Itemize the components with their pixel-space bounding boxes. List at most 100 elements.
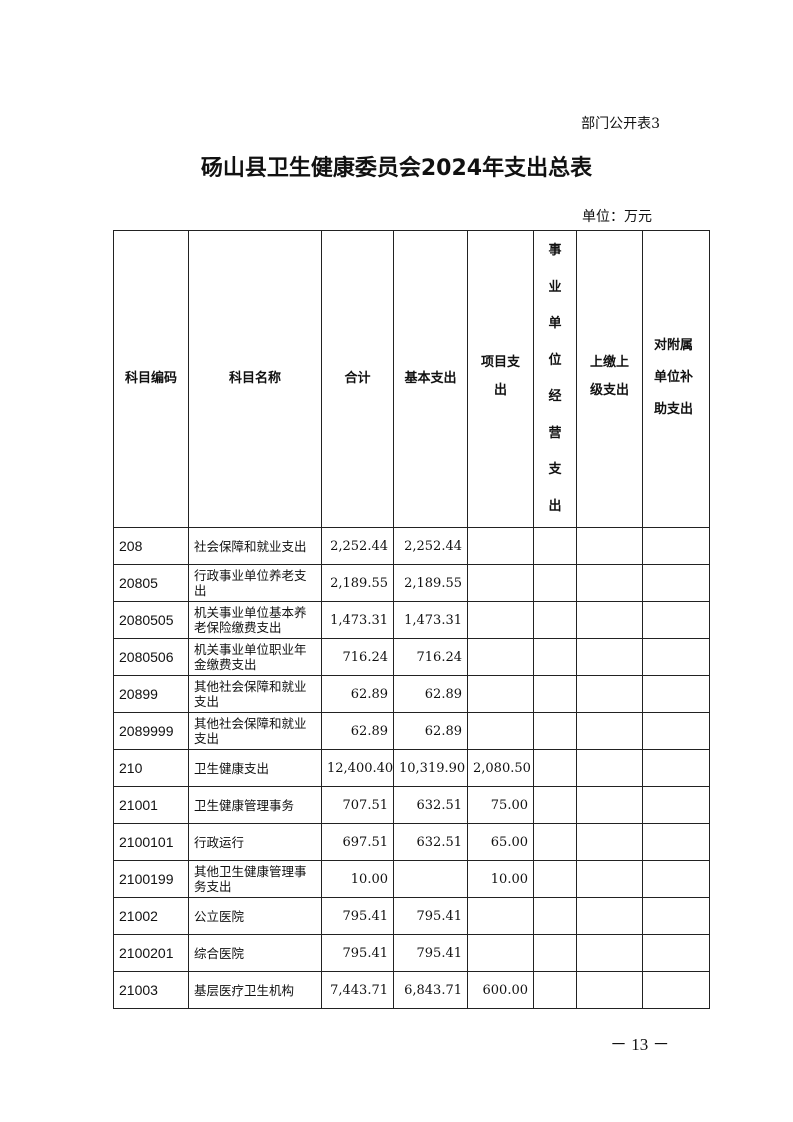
row-business <box>533 897 577 935</box>
table-row: 2080505 机关事业单位基本养老保险缴费支出 1,473.31 1,473.31 <box>113 601 710 639</box>
row-subsidy <box>642 527 710 565</box>
row-project: 2,080.50 <box>467 749 534 787</box>
row-remit <box>576 971 643 1009</box>
row-remit <box>576 564 643 602</box>
row-basic: 62.89 <box>393 675 468 713</box>
row-total: 795.41 <box>321 934 394 972</box>
row-subsidy <box>642 786 710 824</box>
header-business: 事业单位经营支出 <box>533 230 577 528</box>
row-basic: 1,473.31 <box>393 601 468 639</box>
row-code: 2100201 <box>113 934 189 972</box>
row-name: 行政事业单位养老支出 <box>188 564 322 602</box>
row-business <box>533 860 577 898</box>
row-total: 2,252.44 <box>321 527 394 565</box>
row-remit <box>576 675 643 713</box>
row-code: 2100199 <box>113 860 189 898</box>
row-project: 65.00 <box>467 823 534 861</box>
row-remit <box>576 749 643 787</box>
row-project: 75.00 <box>467 786 534 824</box>
row-basic: 6,843.71 <box>393 971 468 1009</box>
header-subsidy: 对附属单位补助支出 <box>642 230 710 528</box>
row-code: 20899 <box>113 675 189 713</box>
row-subsidy <box>642 934 710 972</box>
row-business <box>533 786 577 824</box>
row-subsidy <box>642 601 710 639</box>
table-row: 210 卫生健康支出 12,400.40 10,319.90 2,080.50 <box>113 749 710 787</box>
row-subsidy <box>642 675 710 713</box>
row-total: 7,443.71 <box>321 971 394 1009</box>
row-code: 21003 <box>113 971 189 1009</box>
row-total: 10.00 <box>321 860 394 898</box>
row-name: 卫生健康支出 <box>188 749 322 787</box>
row-name: 社会保障和就业支出 <box>188 527 322 565</box>
row-name: 机关事业单位职业年金缴费支出 <box>188 638 322 676</box>
row-total: 62.89 <box>321 675 394 713</box>
table-row: 21003 基层医疗卫生机构 7,443.71 6,843.71 600.00 <box>113 971 710 1009</box>
row-remit <box>576 527 643 565</box>
row-project <box>467 712 534 750</box>
row-code: 20805 <box>113 564 189 602</box>
row-name: 其他卫生健康管理事务支出 <box>188 860 322 898</box>
row-project: 600.00 <box>467 971 534 1009</box>
row-subsidy <box>642 638 710 676</box>
row-remit <box>576 897 643 935</box>
row-project <box>467 675 534 713</box>
row-name: 机关事业单位基本养老保险缴费支出 <box>188 601 322 639</box>
row-total: 697.51 <box>321 823 394 861</box>
row-total: 2,189.55 <box>321 564 394 602</box>
row-subsidy <box>642 860 710 898</box>
row-code: 210 <box>113 749 189 787</box>
row-remit <box>576 601 643 639</box>
table-row: 20899 其他社会保障和就业支出 62.89 62.89 <box>113 675 710 713</box>
row-total: 716.24 <box>321 638 394 676</box>
row-subsidy <box>642 749 710 787</box>
row-business <box>533 934 577 972</box>
row-business <box>533 749 577 787</box>
row-code: 2089999 <box>113 712 189 750</box>
row-basic: 795.41 <box>393 897 468 935</box>
row-name: 其他社会保障和就业支出 <box>188 712 322 750</box>
row-remit <box>576 712 643 750</box>
row-subsidy <box>642 564 710 602</box>
header-code: 科目编码 <box>113 230 189 528</box>
row-basic: 2,189.55 <box>393 564 468 602</box>
row-project <box>467 601 534 639</box>
row-project <box>467 934 534 972</box>
table-header-row: 科目编码 科目名称 合计 基本支出 项目支出 事业单位经营支出 上缴上级支出 对… <box>113 230 710 528</box>
row-remit <box>576 786 643 824</box>
table-row: 21002 公立医院 795.41 795.41 <box>113 897 710 935</box>
row-remit <box>576 823 643 861</box>
row-business <box>533 823 577 861</box>
row-total: 795.41 <box>321 897 394 935</box>
row-total: 707.51 <box>321 786 394 824</box>
row-project <box>467 897 534 935</box>
row-basic: 2,252.44 <box>393 527 468 565</box>
row-total: 12,400.40 <box>321 749 394 787</box>
row-subsidy <box>642 971 710 1009</box>
row-code: 2080506 <box>113 638 189 676</box>
row-project <box>467 527 534 565</box>
table-row: 208 社会保障和就业支出 2,252.44 2,252.44 <box>113 527 710 565</box>
row-code: 21001 <box>113 786 189 824</box>
header-basic: 基本支出 <box>393 230 468 528</box>
row-basic: 10,319.90 <box>393 749 468 787</box>
expenditure-table: 科目编码 科目名称 合计 基本支出 项目支出 事业单位经营支出 上缴上级支出 对… <box>113 230 710 1009</box>
table-row: 2089999 其他社会保障和就业支出 62.89 62.89 <box>113 712 710 750</box>
row-project <box>467 564 534 602</box>
table-label: 部门公开表3 <box>581 116 660 132</box>
row-name: 卫生健康管理事务 <box>188 786 322 824</box>
row-subsidy <box>642 823 710 861</box>
row-code: 2080505 <box>113 601 189 639</box>
table-row: 2080506 机关事业单位职业年金缴费支出 716.24 716.24 <box>113 638 710 676</box>
row-total: 1,473.31 <box>321 601 394 639</box>
row-business <box>533 564 577 602</box>
row-subsidy <box>642 712 710 750</box>
table-row: 2100199 其他卫生健康管理事务支出 10.00 10.00 <box>113 860 710 898</box>
row-name: 基层医疗卫生机构 <box>188 971 322 1009</box>
page-title: 砀山县卫生健康委员会2024年支出总表 <box>200 156 593 181</box>
page-number: － 13 － <box>610 1035 670 1054</box>
header-project: 项目支出 <box>467 230 534 528</box>
row-remit <box>576 860 643 898</box>
row-basic: 632.51 <box>393 823 468 861</box>
row-basic: 716.24 <box>393 638 468 676</box>
